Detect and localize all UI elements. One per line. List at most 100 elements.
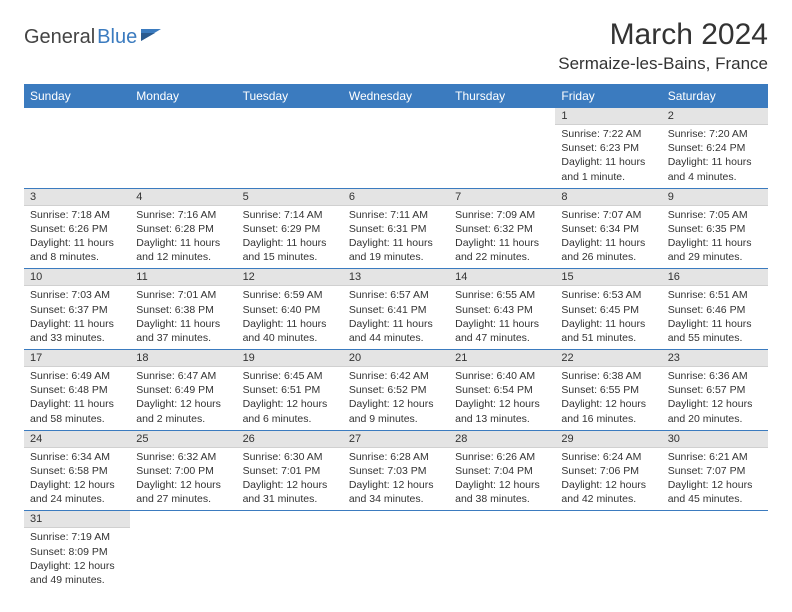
daylight-line: Daylight: 11 hours and 51 minutes. — [561, 317, 655, 345]
sunrise-line: Sunrise: 6:53 AM — [561, 288, 655, 302]
sunset-line: Sunset: 6:52 PM — [349, 383, 443, 397]
daylight-line: Daylight: 12 hours and 6 minutes. — [243, 397, 337, 425]
calendar-day: 22Sunrise: 6:38 AMSunset: 6:55 PMDayligh… — [555, 350, 661, 431]
calendar-week: 1Sunrise: 7:22 AMSunset: 6:23 PMDaylight… — [24, 108, 768, 188]
sunrise-line: Sunrise: 6:42 AM — [349, 369, 443, 383]
calendar-day: 26Sunrise: 6:30 AMSunset: 7:01 PMDayligh… — [237, 430, 343, 511]
calendar-day: 19Sunrise: 6:45 AMSunset: 6:51 PMDayligh… — [237, 350, 343, 431]
sunrise-line: Sunrise: 6:21 AM — [668, 450, 762, 464]
daylight-line: Daylight: 11 hours and 22 minutes. — [455, 236, 549, 264]
daylight-line: Daylight: 11 hours and 37 minutes. — [136, 317, 230, 345]
day-data: Sunrise: 7:16 AMSunset: 6:28 PMDaylight:… — [130, 206, 236, 269]
sunrise-line: Sunrise: 6:51 AM — [668, 288, 762, 302]
day-data: Sunrise: 7:22 AMSunset: 6:23 PMDaylight:… — [555, 125, 661, 188]
logo-text-general: General — [24, 26, 95, 49]
daylight-line: Daylight: 11 hours and 1 minute. — [561, 155, 655, 183]
day-number: 27 — [343, 431, 449, 448]
daylight-line: Daylight: 12 hours and 9 minutes. — [349, 397, 443, 425]
day-header: Friday — [555, 84, 661, 108]
day-number: 15 — [555, 269, 661, 286]
day-data: Sunrise: 6:26 AMSunset: 7:04 PMDaylight:… — [449, 448, 555, 511]
day-number: 24 — [24, 431, 130, 448]
day-number: 8 — [555, 189, 661, 206]
daylight-line: Daylight: 11 hours and 4 minutes. — [668, 155, 762, 183]
calendar-week: 17Sunrise: 6:49 AMSunset: 6:48 PMDayligh… — [24, 350, 768, 431]
calendar-day: 3Sunrise: 7:18 AMSunset: 6:26 PMDaylight… — [24, 188, 130, 269]
sunrise-line: Sunrise: 7:20 AM — [668, 127, 762, 141]
sunrise-line: Sunrise: 6:34 AM — [30, 450, 124, 464]
calendar-day: 12Sunrise: 6:59 AMSunset: 6:40 PMDayligh… — [237, 269, 343, 350]
daylight-line: Daylight: 12 hours and 38 minutes. — [455, 478, 549, 506]
day-number: 14 — [449, 269, 555, 286]
sunrise-line: Sunrise: 7:18 AM — [30, 208, 124, 222]
daylight-line: Daylight: 12 hours and 27 minutes. — [136, 478, 230, 506]
calendar-day: 7Sunrise: 7:09 AMSunset: 6:32 PMDaylight… — [449, 188, 555, 269]
sunrise-line: Sunrise: 6:26 AM — [455, 450, 549, 464]
daylight-line: Daylight: 12 hours and 16 minutes. — [561, 397, 655, 425]
sunrise-line: Sunrise: 6:40 AM — [455, 369, 549, 383]
sunset-line: Sunset: 6:41 PM — [349, 303, 443, 317]
sunrise-line: Sunrise: 7:01 AM — [136, 288, 230, 302]
daylight-line: Daylight: 11 hours and 15 minutes. — [243, 236, 337, 264]
daylight-line: Daylight: 12 hours and 2 minutes. — [136, 397, 230, 425]
day-number: 4 — [130, 189, 236, 206]
sunrise-line: Sunrise: 6:28 AM — [349, 450, 443, 464]
day-header: Tuesday — [237, 84, 343, 108]
day-data: Sunrise: 6:32 AMSunset: 7:00 PMDaylight:… — [130, 448, 236, 511]
daylight-line: Daylight: 12 hours and 34 minutes. — [349, 478, 443, 506]
calendar-day: 16Sunrise: 6:51 AMSunset: 6:46 PMDayligh… — [662, 269, 768, 350]
day-data: Sunrise: 7:07 AMSunset: 6:34 PMDaylight:… — [555, 206, 661, 269]
logo-text-blue: Blue — [97, 26, 137, 49]
day-number: 11 — [130, 269, 236, 286]
daylight-line: Daylight: 11 hours and 55 minutes. — [668, 317, 762, 345]
calendar-week: 10Sunrise: 7:03 AMSunset: 6:37 PMDayligh… — [24, 269, 768, 350]
day-number: 6 — [343, 189, 449, 206]
sunset-line: Sunset: 6:51 PM — [243, 383, 337, 397]
calendar-week: 3Sunrise: 7:18 AMSunset: 6:26 PMDaylight… — [24, 188, 768, 269]
day-number: 7 — [449, 189, 555, 206]
daylight-line: Daylight: 11 hours and 12 minutes. — [136, 236, 230, 264]
page-header: General Blue March 2024 Sermaize-les-Bai… — [24, 18, 768, 74]
title-block: March 2024 Sermaize-les-Bains, France — [558, 18, 768, 74]
sunset-line: Sunset: 6:37 PM — [30, 303, 124, 317]
daylight-line: Daylight: 11 hours and 26 minutes. — [561, 236, 655, 264]
calendar-empty — [449, 108, 555, 188]
calendar-empty — [555, 511, 661, 591]
calendar-week: 24Sunrise: 6:34 AMSunset: 6:58 PMDayligh… — [24, 430, 768, 511]
sunset-line: Sunset: 6:32 PM — [455, 222, 549, 236]
calendar-empty — [130, 511, 236, 591]
day-header: Monday — [130, 84, 236, 108]
sunset-line: Sunset: 7:06 PM — [561, 464, 655, 478]
day-data: Sunrise: 6:38 AMSunset: 6:55 PMDaylight:… — [555, 367, 661, 430]
calendar-day: 31Sunrise: 7:19 AMSunset: 8:09 PMDayligh… — [24, 511, 130, 591]
daylight-line: Daylight: 11 hours and 44 minutes. — [349, 317, 443, 345]
calendar-day: 9Sunrise: 7:05 AMSunset: 6:35 PMDaylight… — [662, 188, 768, 269]
sunset-line: Sunset: 6:58 PM — [30, 464, 124, 478]
calendar-day: 15Sunrise: 6:53 AMSunset: 6:45 PMDayligh… — [555, 269, 661, 350]
sunset-line: Sunset: 6:38 PM — [136, 303, 230, 317]
sunrise-line: Sunrise: 6:59 AM — [243, 288, 337, 302]
sunrise-line: Sunrise: 7:05 AM — [668, 208, 762, 222]
calendar-week: 31Sunrise: 7:19 AMSunset: 8:09 PMDayligh… — [24, 511, 768, 591]
sunrise-line: Sunrise: 6:32 AM — [136, 450, 230, 464]
day-data: Sunrise: 6:53 AMSunset: 6:45 PMDaylight:… — [555, 286, 661, 349]
day-data: Sunrise: 6:57 AMSunset: 6:41 PMDaylight:… — [343, 286, 449, 349]
day-number: 31 — [24, 511, 130, 528]
sunset-line: Sunset: 6:31 PM — [349, 222, 443, 236]
day-data: Sunrise: 7:05 AMSunset: 6:35 PMDaylight:… — [662, 206, 768, 269]
day-data: Sunrise: 7:01 AMSunset: 6:38 PMDaylight:… — [130, 286, 236, 349]
calendar-day: 29Sunrise: 6:24 AMSunset: 7:06 PMDayligh… — [555, 430, 661, 511]
day-data: Sunrise: 7:11 AMSunset: 6:31 PMDaylight:… — [343, 206, 449, 269]
daylight-line: Daylight: 12 hours and 24 minutes. — [30, 478, 124, 506]
day-number: 10 — [24, 269, 130, 286]
sunset-line: Sunset: 6:55 PM — [561, 383, 655, 397]
sunrise-line: Sunrise: 7:11 AM — [349, 208, 443, 222]
day-data: Sunrise: 7:09 AMSunset: 6:32 PMDaylight:… — [449, 206, 555, 269]
sunrise-line: Sunrise: 6:30 AM — [243, 450, 337, 464]
calendar-day: 25Sunrise: 6:32 AMSunset: 7:00 PMDayligh… — [130, 430, 236, 511]
sunset-line: Sunset: 7:03 PM — [349, 464, 443, 478]
day-number: 20 — [343, 350, 449, 367]
day-number: 19 — [237, 350, 343, 367]
sunset-line: Sunset: 6:46 PM — [668, 303, 762, 317]
day-number: 28 — [449, 431, 555, 448]
